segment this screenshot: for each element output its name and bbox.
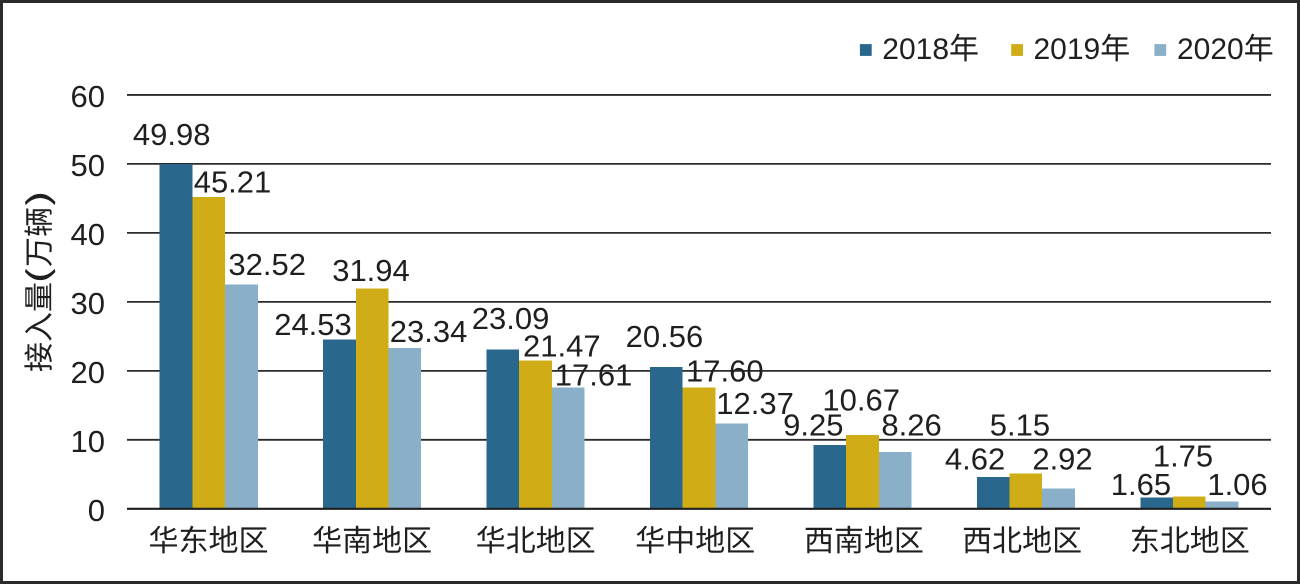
svg-text:49.98: 49.98 xyxy=(133,117,211,152)
svg-text:12.37: 12.37 xyxy=(716,386,794,421)
svg-text:20: 20 xyxy=(71,355,105,390)
svg-text:9.25: 9.25 xyxy=(783,407,843,442)
svg-text:30: 30 xyxy=(71,286,105,321)
svg-text:31.94: 31.94 xyxy=(332,253,410,288)
svg-text:10: 10 xyxy=(71,424,105,459)
svg-text:2020: 2020 xyxy=(1177,33,1244,66)
svg-text:1.75: 1.75 xyxy=(1153,439,1213,474)
svg-text:17.60: 17.60 xyxy=(686,354,764,389)
svg-text:60: 60 xyxy=(71,79,105,114)
svg-text:24.53: 24.53 xyxy=(274,307,352,342)
svg-text:2.92: 2.92 xyxy=(1032,442,1092,477)
svg-text:50: 50 xyxy=(71,148,105,183)
svg-text:21.47: 21.47 xyxy=(523,329,601,364)
svg-text:0: 0 xyxy=(88,493,105,528)
svg-text:5.15: 5.15 xyxy=(990,408,1050,443)
svg-text:10.67: 10.67 xyxy=(822,382,900,417)
svg-text:1.65: 1.65 xyxy=(1111,467,1171,502)
svg-text:23.09: 23.09 xyxy=(472,301,550,336)
svg-text:23.34: 23.34 xyxy=(390,314,468,349)
svg-text:2019: 2019 xyxy=(1034,33,1101,66)
svg-text:40: 40 xyxy=(71,217,105,252)
svg-text:20.56: 20.56 xyxy=(626,319,704,354)
svg-text:8.26: 8.26 xyxy=(881,407,941,442)
svg-text:45.21: 45.21 xyxy=(194,164,272,199)
svg-text:1.06: 1.06 xyxy=(1207,467,1267,502)
svg-text:2018: 2018 xyxy=(882,33,949,66)
svg-text:4.62: 4.62 xyxy=(945,442,1005,477)
svg-text:32.52: 32.52 xyxy=(228,247,306,282)
svg-text:17.61: 17.61 xyxy=(555,358,633,393)
